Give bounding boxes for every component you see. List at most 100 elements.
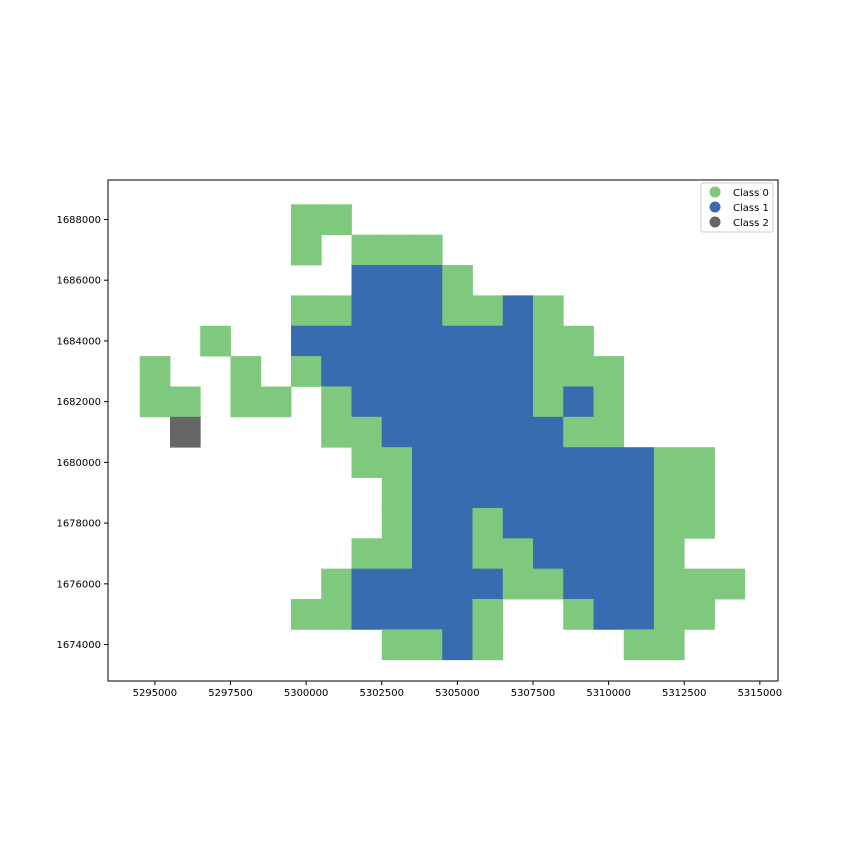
raster-cell-class-0 [200,325,231,357]
y-tick-label: 1688000 [56,215,101,226]
raster-cell-class-1 [321,356,352,387]
raster-cell-class-0 [321,568,352,600]
raster-cell-class-1 [412,416,443,448]
raster-cell-class-0 [684,599,715,630]
x-tick-label: 5307500 [511,688,556,699]
raster-cell-class-0 [381,234,413,266]
raster-cell-class-0 [351,447,383,478]
raster-cell-class-1 [412,568,443,600]
raster-cell-class-0 [321,386,352,418]
raster-cell-class-1 [412,538,443,570]
raster-cell-class-1 [593,447,625,478]
raster-cell-class-1 [442,416,473,448]
y-tick-label: 1674000 [56,640,101,651]
raster-cell-class-1 [502,295,534,327]
raster-cell-class-0 [170,386,201,418]
raster-cells [139,204,746,661]
raster-cell-class-1 [412,295,443,327]
raster-cell-class-1 [442,356,473,387]
raster-cell-class-1 [442,325,473,357]
raster-cell-class-0 [381,538,413,570]
raster-cell-class-1 [472,477,504,509]
raster-cell-class-0 [563,356,594,387]
raster-cell-class-1 [412,477,443,509]
raster-cell-class-0 [532,356,564,387]
raster-cell-class-1 [623,599,655,630]
raster-cell-class-1 [381,568,413,600]
legend-label-class-0: Class 0 [733,188,769,199]
raster-cell-class-0 [381,477,413,509]
raster-cell-class-1 [351,265,383,296]
raster-cell-class-2 [170,416,201,448]
raster-cell-class-0 [230,386,262,418]
legend-marker-class-2 [709,216,721,228]
raster-cell-class-0 [532,386,564,418]
raster-cell-class-1 [623,538,655,570]
raster-cell-class-0 [563,325,594,357]
raster-cell-class-0 [684,447,715,478]
raster-cell-class-1 [412,507,443,539]
raster-cell-class-1 [412,599,443,630]
raster-cell-class-1 [351,325,383,357]
raster-cell-class-1 [563,507,594,539]
raster-cell-class-1 [593,599,625,630]
raster-cell-class-1 [563,386,594,418]
raster-cell-class-1 [442,386,473,418]
raster-cell-class-1 [412,265,443,296]
x-tick-label: 5302500 [359,688,404,699]
raster-cell-class-0 [563,416,594,448]
raster-cell-class-0 [623,629,655,661]
raster-cell-class-1 [593,568,625,600]
raster-cell-class-1 [442,568,473,600]
raster-cell-class-0 [139,386,171,418]
raster-cell-class-0 [653,568,685,600]
raster-cell-class-0 [653,599,685,630]
raster-cell-class-1 [321,325,352,357]
raster-cell-class-1 [381,295,413,327]
raster-cell-class-0 [653,477,685,509]
legend-label-class-2: Class 2 [733,218,769,229]
raster-cell-class-0 [472,295,504,327]
raster-cell-class-0 [684,507,715,539]
raster-cell-class-0 [472,507,504,539]
raster-cell-class-0 [593,416,625,448]
raster-cell-class-1 [412,325,443,357]
raster-cell-class-0 [230,356,262,387]
raster-cell-class-1 [442,538,473,570]
raster-cell-class-1 [351,356,383,387]
raster-cell-class-1 [472,447,504,478]
raster-cell-class-0 [351,538,383,570]
raster-cell-class-1 [472,325,504,357]
raster-cell-class-1 [623,447,655,478]
raster-cell-class-0 [291,204,322,236]
raster-cell-class-0 [351,234,383,266]
raster-cell-class-0 [351,416,383,448]
x-tick-label: 5295000 [133,688,178,699]
y-tick-label: 1678000 [56,519,101,530]
legend-label-class-1: Class 1 [733,203,769,214]
raster-cell-class-1 [532,477,564,509]
raster-cell-class-1 [381,599,413,630]
raster-cell-class-1 [532,507,564,539]
raster-cell-class-0 [291,599,322,630]
raster-cell-class-0 [139,356,171,387]
raster-cell-class-0 [321,295,352,327]
raster-cell-class-0 [593,356,625,387]
raster-cell-class-1 [623,568,655,600]
raster-cell-class-1 [563,568,594,600]
raster-cell-class-1 [351,568,383,600]
raster-cell-class-0 [653,447,685,478]
raster-cell-class-1 [291,325,322,357]
raster-cell-class-1 [502,507,534,539]
raster-cell-class-1 [532,447,564,478]
raster-cell-class-1 [563,477,594,509]
legend-marker-class-1 [709,201,721,213]
raster-cell-class-0 [381,507,413,539]
raster-cell-class-0 [472,629,504,661]
x-tick-label: 5305000 [435,688,480,699]
y-axis: 1674000 1676000 1678000 1680000 1682000 16840… [56,215,108,651]
raster-cell-class-0 [502,538,534,570]
raster-cell-class-0 [321,204,352,236]
raster-cell-class-0 [381,629,413,661]
y-tick-label: 1680000 [56,458,101,469]
